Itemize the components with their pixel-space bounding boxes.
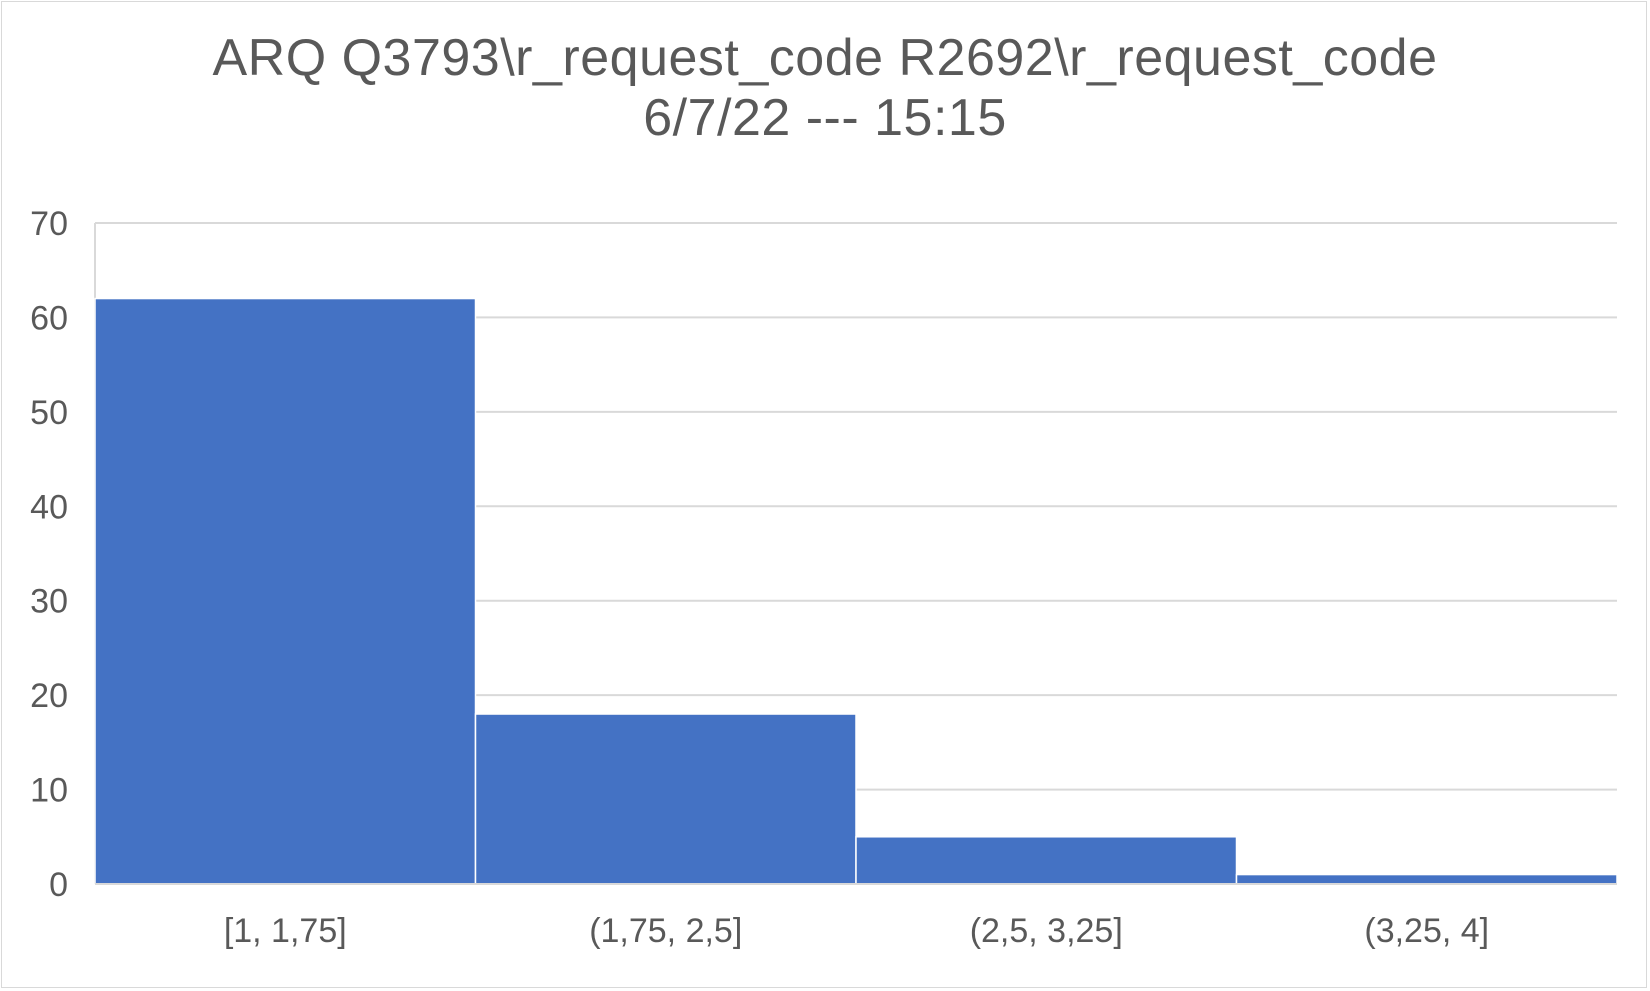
x-tick-label-1: (1,75, 2,5]: [589, 912, 742, 950]
bars: [94, 297, 1618, 885]
chart-subtitle: 6/7/22 --- 15:15: [643, 89, 1007, 147]
bar-1: [474, 713, 857, 885]
y-tick-label-10: 10: [30, 772, 68, 810]
y-tick-label-70: 70: [30, 205, 68, 243]
y-axis-ticks: 0 10 20 30 40 50 60 70: [30, 205, 68, 904]
x-axis-ticks: [1, 1,75] (1,75, 2,5] (2,5, 3,25] (3,25, 4]: [224, 912, 1489, 950]
y-tick-label-50: 50: [30, 394, 68, 432]
bar-3: [1235, 873, 1618, 885]
y-tick-label-30: 30: [30, 583, 68, 621]
y-tick-label-40: 40: [30, 488, 68, 526]
bar-2: [855, 836, 1238, 885]
x-tick-label-0: [1, 1,75]: [224, 912, 347, 950]
y-tick-label-60: 60: [30, 299, 68, 337]
bar-0: [94, 297, 477, 885]
y-tick-label-0: 0: [49, 866, 68, 904]
chart-title: ARQ Q3793\r_request_code R2692\r_request…: [212, 29, 1438, 87]
x-tick-label-3: (3,25, 4]: [1364, 912, 1489, 950]
y-tick-label-20: 20: [30, 677, 68, 715]
x-tick-label-2: (2,5, 3,25]: [970, 912, 1123, 950]
chart-title-block: ARQ Q3793\r_request_code R2692\r_request…: [0, 28, 1650, 148]
